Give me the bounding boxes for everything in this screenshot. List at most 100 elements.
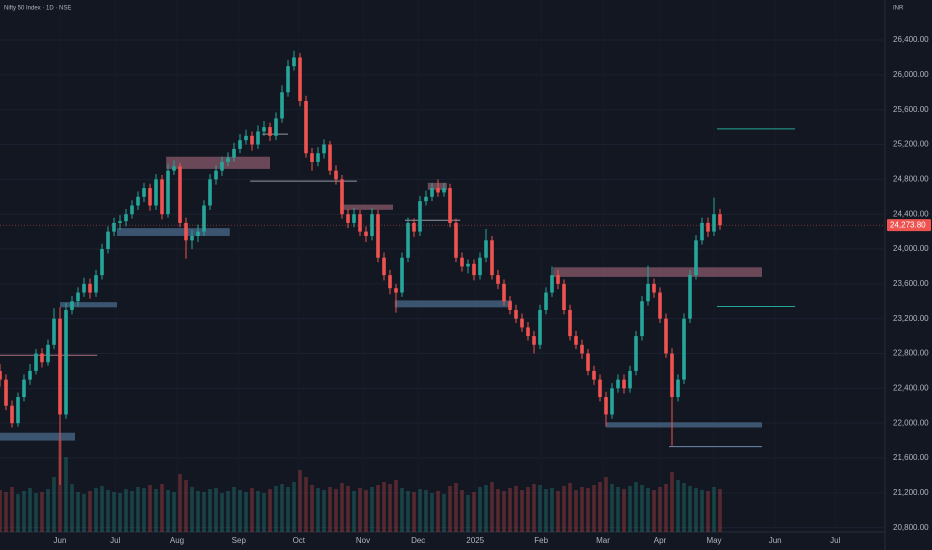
x-tick-label: Jun <box>769 536 782 545</box>
volume-bar <box>262 493 266 532</box>
candle-body <box>706 222 710 232</box>
volume-bar <box>172 492 176 532</box>
volume-bar <box>706 491 710 532</box>
volume-bar <box>670 472 674 532</box>
candle-body <box>598 379 602 398</box>
candle-body <box>136 196 140 206</box>
candle-body <box>574 336 578 345</box>
volume-bar <box>682 483 686 532</box>
volume-bar <box>688 486 692 532</box>
volume-bar <box>250 488 254 532</box>
candle-body <box>166 170 170 215</box>
candle-body <box>118 221 122 223</box>
candle-body <box>400 257 404 293</box>
volume-bar <box>268 489 272 532</box>
volume-bar <box>118 493 122 532</box>
candle-body <box>172 166 176 171</box>
candle-body <box>610 388 614 415</box>
volume-bar <box>322 490 326 532</box>
volume-bar <box>364 490 368 532</box>
y-tick-label: 21,600.00 <box>893 453 929 462</box>
candle-body <box>202 205 206 232</box>
volume-bar <box>604 477 608 532</box>
candle-body <box>262 127 266 132</box>
last-price-label: 24,273.80 <box>890 220 926 229</box>
volume-bar <box>538 485 542 532</box>
volume-bar <box>94 488 98 532</box>
candle-body <box>256 131 260 145</box>
volume-bar <box>658 487 662 532</box>
volume-bar <box>208 489 212 532</box>
volume-bar <box>562 486 566 532</box>
volume-bar <box>100 486 104 532</box>
candle-body <box>718 214 722 226</box>
candle-body <box>556 275 560 284</box>
x-tick-label: Jul <box>830 536 840 545</box>
volume-bar <box>256 491 260 532</box>
volume-bar <box>352 491 356 532</box>
volume-bar <box>676 480 680 532</box>
candle-body <box>484 240 488 258</box>
price-zone <box>166 156 270 169</box>
candle-body <box>544 292 548 310</box>
candle-body <box>424 196 428 202</box>
volume-bar <box>124 489 128 532</box>
volume-bar <box>22 491 26 532</box>
volume-bar <box>610 484 614 532</box>
candle-body <box>508 301 512 310</box>
volume-bar <box>430 493 434 532</box>
candle-body <box>232 148 236 158</box>
candle-body <box>274 118 278 136</box>
candle-body <box>238 140 242 149</box>
candle-body <box>430 188 434 197</box>
volume-bar <box>460 490 464 532</box>
volume-bar <box>382 482 386 532</box>
volume-bar <box>76 492 80 532</box>
volume-bar <box>508 488 512 532</box>
candle-body <box>682 318 686 380</box>
candle-body <box>58 318 62 415</box>
candle-body <box>460 257 464 267</box>
volume-bar <box>130 491 134 532</box>
volume-bar <box>280 484 284 532</box>
candle-body <box>442 188 446 193</box>
volume-bar <box>388 484 392 532</box>
volume-bar <box>112 492 116 532</box>
y-tick-label: 22,800.00 <box>893 349 929 358</box>
candle-body <box>244 135 248 141</box>
candle-body <box>286 66 290 93</box>
candle-body <box>280 92 284 119</box>
candle-body <box>112 222 116 232</box>
y-tick-label: 24,400.00 <box>893 209 929 218</box>
price-zone <box>606 422 762 428</box>
candle-body <box>322 144 326 154</box>
candle-body <box>652 283 656 293</box>
volume-bar <box>514 486 518 532</box>
volume-bar <box>214 488 218 532</box>
candle-body <box>22 379 26 398</box>
x-tick-label: Nov <box>356 536 370 545</box>
price-zone <box>117 228 230 236</box>
candle-body <box>436 188 440 193</box>
candle-body <box>214 170 218 180</box>
x-tick-label: Jul <box>110 536 120 545</box>
x-tick-label: Oct <box>293 536 306 545</box>
volume-bar <box>598 482 602 532</box>
volume-bar <box>70 484 74 532</box>
volume-bar <box>64 457 68 532</box>
volume-bar <box>334 489 338 532</box>
candle-body <box>592 370 596 380</box>
candle-body <box>364 231 368 236</box>
candle-body <box>190 235 194 241</box>
volume-bar <box>454 483 458 532</box>
candle-body <box>160 179 164 215</box>
x-tick-label: Jun <box>54 536 67 545</box>
candle-body <box>340 179 344 215</box>
volume-bar <box>646 488 650 532</box>
volume-bar <box>196 491 200 532</box>
volume-bar <box>346 486 350 532</box>
volume-bar <box>424 490 428 532</box>
volume-bar <box>544 489 548 532</box>
y-tick-label: 23,600.00 <box>893 279 929 288</box>
candle-body <box>406 222 410 258</box>
